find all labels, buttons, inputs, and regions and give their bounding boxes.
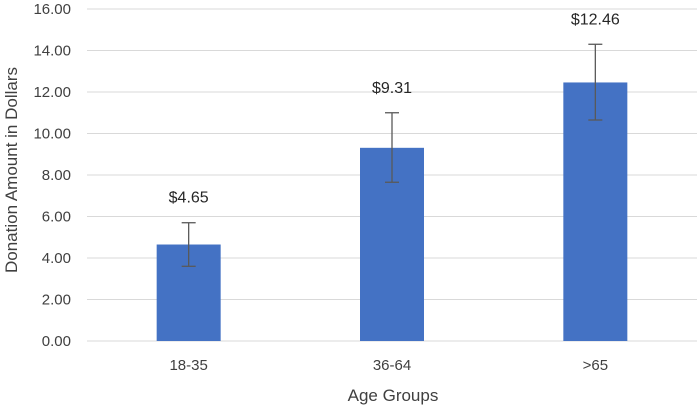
y-tick-label: 2.00	[42, 292, 71, 309]
y-axis-tick-labels: 0.00 2.00 4.00 6.00 8.00 10.00 12.00 14.00 16.00	[33, 1, 71, 350]
data-label: $9.31	[372, 80, 412, 97]
y-tick-label: 14.00	[33, 43, 71, 60]
data-label: $12.46	[571, 11, 620, 28]
y-tick-label: 0.00	[42, 333, 71, 350]
y-tick-label: 4.00	[42, 250, 71, 267]
bar	[563, 82, 628, 341]
y-tick-label: 6.00	[42, 209, 71, 226]
y-axis-title: Donation Amount in Dollars	[2, 67, 21, 273]
x-axis-tick-labels: 18-35 36-64 >65	[169, 357, 608, 374]
x-tick-label: 18-35	[169, 357, 207, 374]
x-tick-label: 36-64	[373, 357, 411, 374]
data-label: $4.65	[169, 190, 209, 207]
y-tick-label: 16.00	[33, 1, 71, 18]
y-tick-label: 10.00	[33, 126, 71, 143]
x-tick-label: >65	[583, 357, 608, 374]
y-tick-label: 8.00	[42, 167, 71, 184]
error-bars	[181, 43, 603, 267]
y-tick-label: 12.00	[33, 84, 71, 101]
data-labels: $4.65 $9.31 $12.46	[169, 11, 620, 206]
x-axis-title: Age Groups	[348, 386, 439, 405]
